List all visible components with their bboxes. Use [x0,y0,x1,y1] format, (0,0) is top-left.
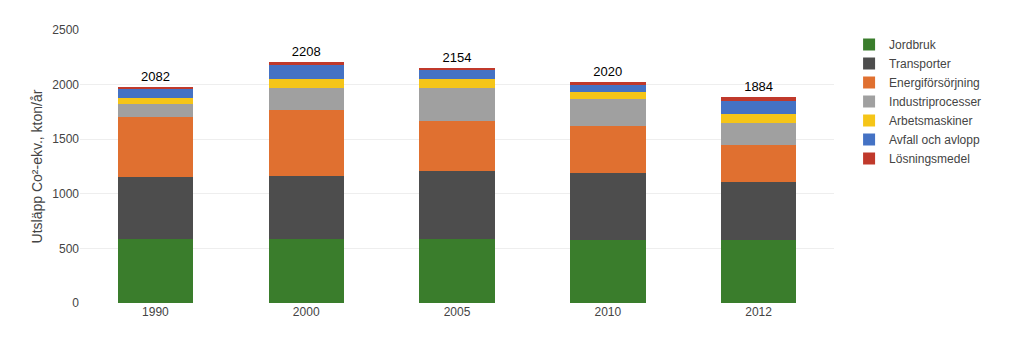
svg-text:Avfall och avlopp: Avfall och avlopp [889,133,980,147]
svg-text:2500: 2500 [52,23,79,37]
svg-text:1000: 1000 [52,187,79,201]
svg-text:2208: 2208 [292,44,321,59]
svg-text:Industriprocesser: Industriprocesser [889,95,981,109]
svg-text:Energiförsörjning: Energiförsörjning [889,76,980,90]
svg-text:1500: 1500 [52,132,79,146]
svg-text:0: 0 [72,296,79,310]
svg-text:2020: 2020 [593,64,622,79]
svg-text:Jordbruk: Jordbruk [889,38,937,52]
svg-text:1990: 1990 [142,305,169,319]
svg-text:2005: 2005 [444,305,471,319]
svg-text:500: 500 [59,242,79,256]
svg-text:2012: 2012 [745,305,772,319]
svg-text:Transporter: Transporter [889,57,951,71]
svg-text:2010: 2010 [594,305,621,319]
svg-text:Arbetsmaskiner: Arbetsmaskiner [889,114,972,128]
svg-text:2154: 2154 [443,50,472,65]
svg-text:1884: 1884 [744,79,773,94]
svg-text:2082: 2082 [141,69,170,84]
svg-text:Utsläpp Co²-ekv., kton/år: Utsläpp Co²-ekv., kton/år [29,89,45,243]
svg-text:2000: 2000 [293,305,320,319]
svg-text:Lösningsmedel: Lösningsmedel [889,152,970,166]
svg-text:2000: 2000 [52,78,79,92]
